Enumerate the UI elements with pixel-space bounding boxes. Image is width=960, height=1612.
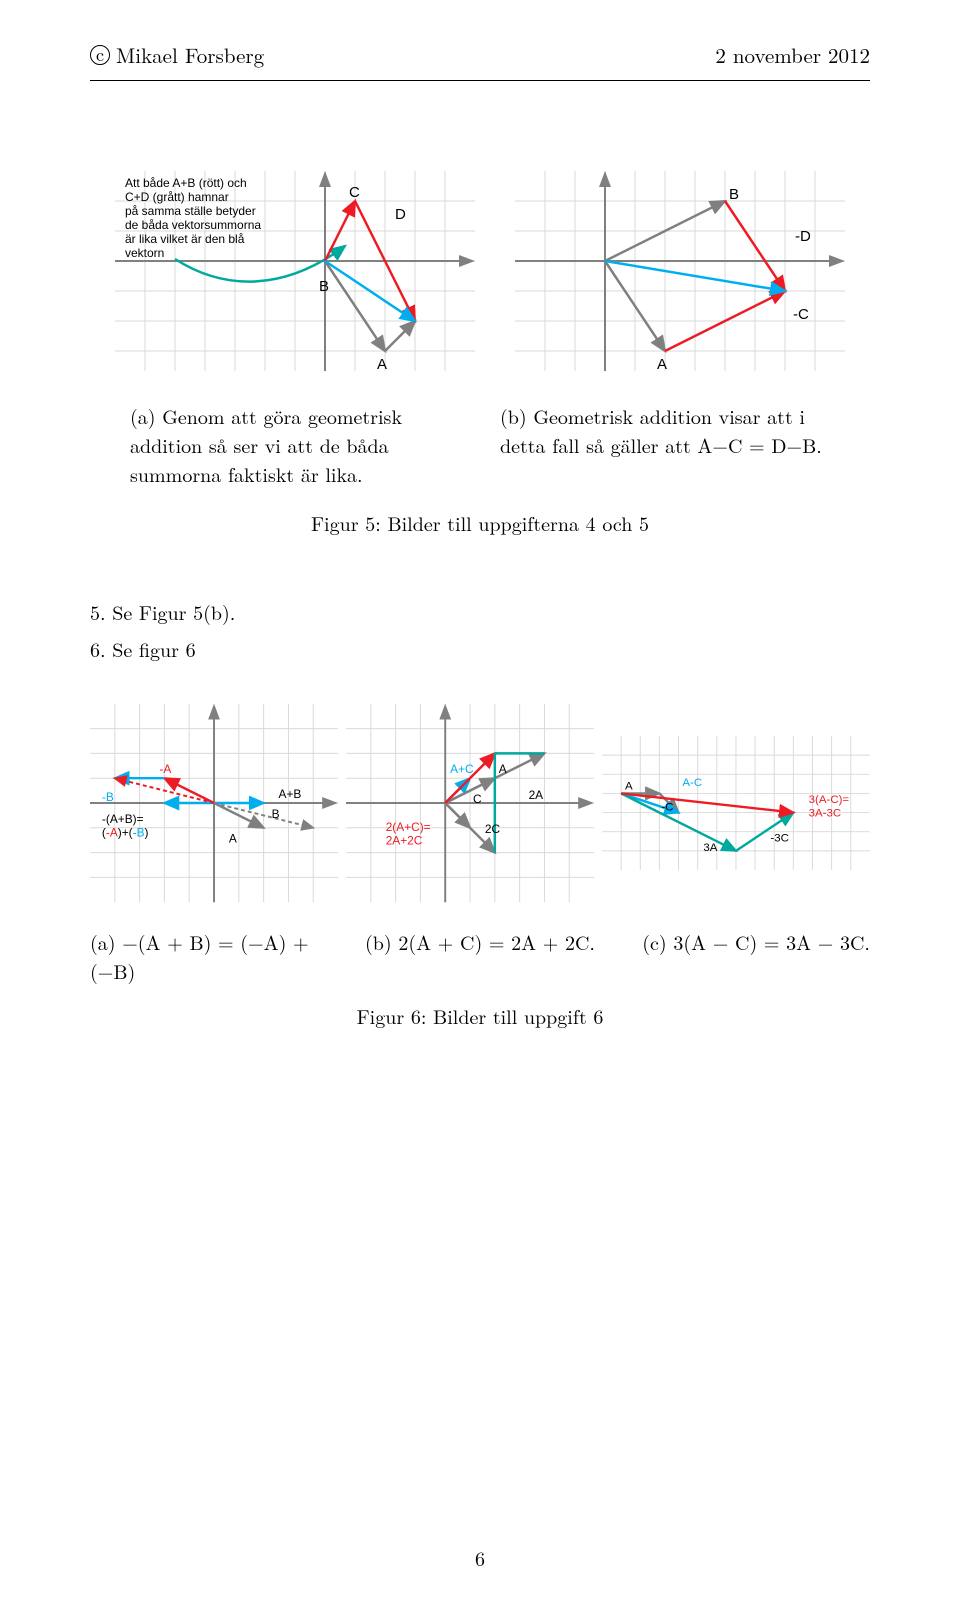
label-nC: -C	[793, 306, 809, 323]
label-mA: -A	[159, 762, 171, 776]
copyright-symbol: c	[90, 45, 110, 65]
figure-6-subcaptions: (a) −(A + B) = (−A) + (−B) (b) 2(A + C) …	[90, 927, 870, 985]
figure-5-row: Att både A+B (rött) och C+D (grått) hamn…	[90, 161, 870, 381]
label-ApB: A+B	[279, 787, 302, 801]
figure-6-row: -A -B A+B B A -(A+B)= (-A)+(-B)	[90, 703, 870, 903]
label-A6c: A	[625, 781, 633, 793]
ann-line2: C+D (grått) hamnar	[125, 190, 229, 204]
figure-5b-svg: B -D A -C	[515, 161, 845, 381]
label-nD: -D	[795, 228, 811, 245]
label-Bv: B	[272, 807, 280, 821]
label-left2: 2A+2C	[386, 834, 423, 848]
figure-5a-svg: Att både A+B (rött) och C+D (grått) hamn…	[115, 161, 475, 381]
ann-line5: är lika vilket är den blå	[125, 232, 245, 246]
figure-6b-svg: A+C A C 2A 2C 2(A+C)= 2A+2C	[346, 703, 594, 903]
task-5: 5. Se Figur 5(b).	[90, 597, 870, 626]
page-header: c Mikael Forsberg 2 november 2012	[90, 40, 870, 70]
page-number: 6	[0, 1543, 960, 1572]
label-r2: 3A-3C	[809, 807, 842, 819]
label-sum2: (-A)+(-B)	[102, 826, 149, 840]
label-AmC: A-C	[682, 777, 702, 789]
svg-text:(-A)+(-B): (-A)+(-B)	[102, 826, 149, 840]
label-A: A	[377, 356, 387, 373]
figure-6-caption: Figur 6: Bilder till uppgift 6	[90, 1001, 870, 1030]
figure-5-caption: Figur 5: Bilder till uppgifterna 4 och 5	[90, 508, 870, 537]
figure-6a-caption: (a) −(A + B) = (−A) + (−B)	[90, 927, 350, 985]
header-date: 2 november 2012	[715, 40, 870, 70]
label-C: C	[349, 184, 360, 201]
label-B2: B	[729, 186, 739, 203]
task-list: 5. Se Figur 5(b). 6. Se figur 6	[90, 597, 870, 663]
ann-line1: Att både A+B (rött) och	[125, 176, 247, 190]
label-m3C: -3C	[770, 832, 788, 844]
label-B: B	[319, 278, 329, 295]
figure-5-subcaptions: (a) Genom att göra geometrisk addition s…	[90, 401, 870, 488]
label-ApC: A+C	[450, 762, 474, 776]
header-rule	[90, 80, 870, 81]
label-2C: 2C	[485, 822, 501, 836]
label-A2: A	[657, 356, 667, 373]
header-left: c Mikael Forsberg	[90, 40, 264, 70]
label-Av: A	[229, 832, 237, 846]
label-A6b: A	[499, 762, 507, 776]
figure-6c-caption: (c) 3(A − C) = 3A − 3C.	[610, 927, 870, 985]
figure-5b-caption: (b) Geometrisk addition visar att i dett…	[500, 401, 830, 488]
label-D: D	[395, 206, 406, 223]
ann-line4: de båda vektorsummorna	[125, 218, 261, 232]
label-2A: 2A	[529, 788, 544, 802]
label-sum1: -(A+B)=	[102, 812, 144, 826]
label-left1: 2(A+C)=	[386, 820, 431, 834]
label-mC: -C	[661, 802, 673, 814]
task-6: 6. Se figur 6	[90, 634, 870, 663]
label-mB: -B	[102, 790, 114, 804]
author-name: Mikael Forsberg	[116, 40, 264, 70]
ann-line6: vektorn	[125, 246, 164, 260]
figure-6b-caption: (b) 2(A + C) = 2A + 2C.	[350, 927, 610, 985]
label-r1: 3(A-C)=	[809, 794, 850, 806]
figure-5a-caption: (a) Genom att göra geometrisk addition s…	[130, 401, 460, 488]
label-C6b: C	[473, 792, 482, 806]
grid-5b	[515, 171, 845, 371]
ann-line3: på samma ställe betyder	[125, 204, 256, 218]
figure-6a-svg: -A -B A+B B A -(A+B)= (-A)+(-B)	[90, 703, 338, 903]
label-3A: 3A	[704, 842, 718, 854]
figure-6c-svg: A-C A -C 3A -3C 3(A-C)= 3A-3C	[602, 703, 870, 903]
